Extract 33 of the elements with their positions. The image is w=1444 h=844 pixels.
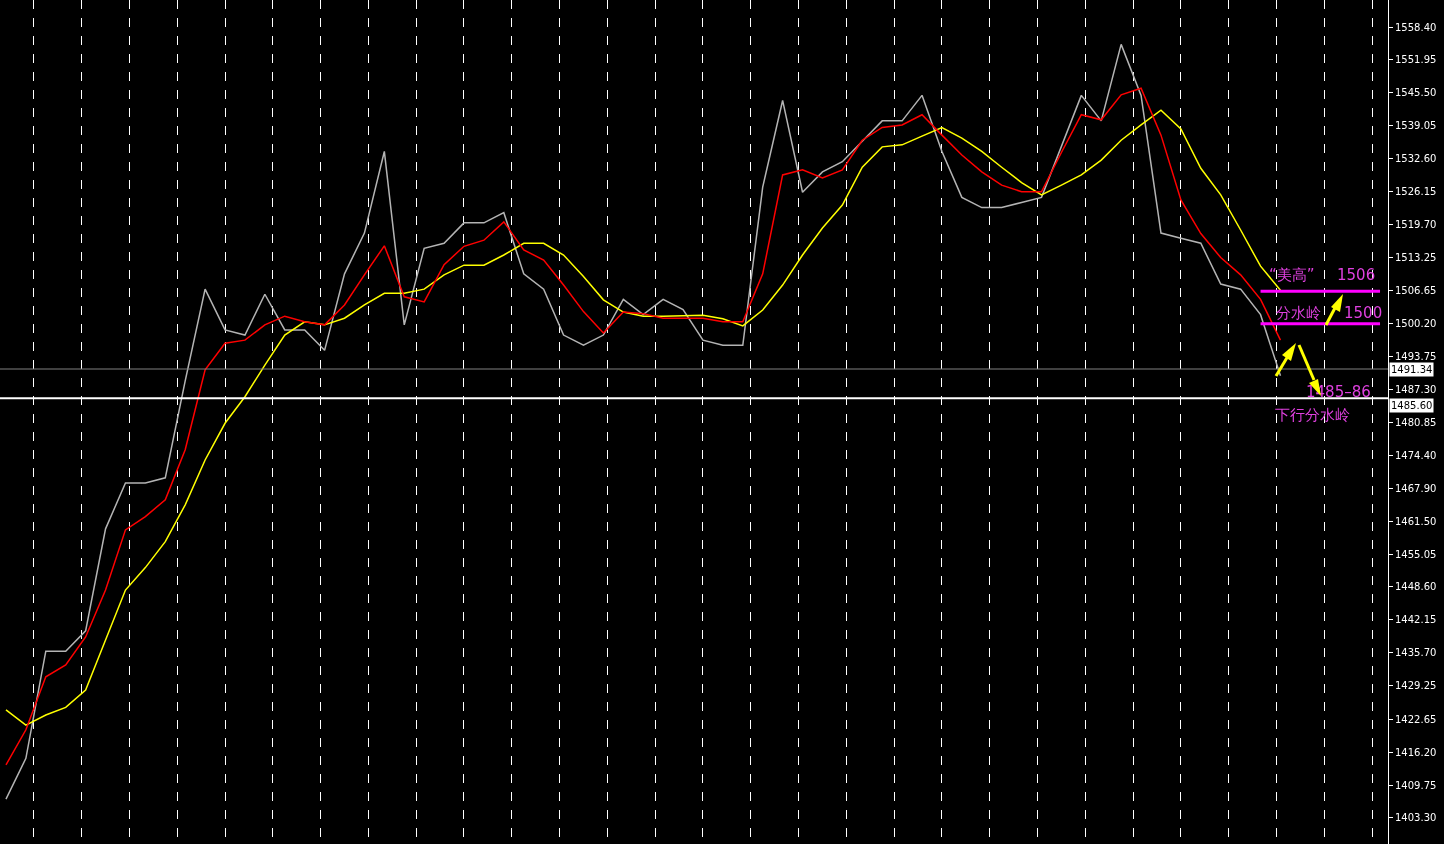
ref-line-label: 1485.60 (1391, 400, 1433, 411)
annotation: 1506 (1337, 266, 1376, 284)
y-tick-label: 1493.75 (1395, 351, 1437, 363)
annotation: 下行分水岭 (1275, 406, 1350, 424)
y-tick-label: 1467.90 (1395, 483, 1437, 495)
annotation: 1485–86 (1306, 383, 1371, 401)
y-tick-label: 1545.50 (1395, 87, 1437, 99)
y-tick-label: 1506.65 (1395, 285, 1437, 297)
y-tick-label: 1409.75 (1395, 779, 1437, 791)
y-tick-label: 1455.05 (1395, 548, 1437, 560)
annotation: 分水岭 (1276, 304, 1321, 322)
y-tick-label: 1480.85 (1395, 417, 1437, 429)
y-tick-label: 1435.70 (1395, 647, 1437, 659)
annotation: 1500 (1344, 304, 1383, 322)
y-tick-label: 1422.65 (1395, 713, 1437, 725)
y-tick-label: 1519.70 (1395, 218, 1437, 230)
y-tick-label: 1558.40 (1395, 21, 1437, 33)
y-tick-label: 1526.15 (1395, 185, 1437, 197)
y-tick-label: 1551.95 (1395, 54, 1437, 66)
y-tick-label: 1532.60 (1395, 153, 1437, 165)
y-tick-label: 1416.20 (1395, 746, 1437, 758)
y-tick-label: 1474.40 (1395, 449, 1437, 461)
y-tick-label: 1500.20 (1395, 318, 1437, 330)
y-tick-label: 1513.25 (1395, 251, 1437, 263)
y-tick-label: 1429.25 (1395, 680, 1437, 692)
y-tick-label: 1539.05 (1395, 120, 1437, 132)
y-tick-label: 1487.30 (1395, 384, 1437, 396)
y-tick-label: 1442.15 (1395, 614, 1437, 626)
y-tick-label: 1403.30 (1395, 812, 1437, 824)
y-tick-label: 1448.60 (1395, 581, 1437, 593)
ref-line-label: 1491.34 (1391, 364, 1433, 375)
annotation: “美高” (1269, 266, 1315, 284)
y-tick-label: 1461.50 (1395, 515, 1437, 527)
